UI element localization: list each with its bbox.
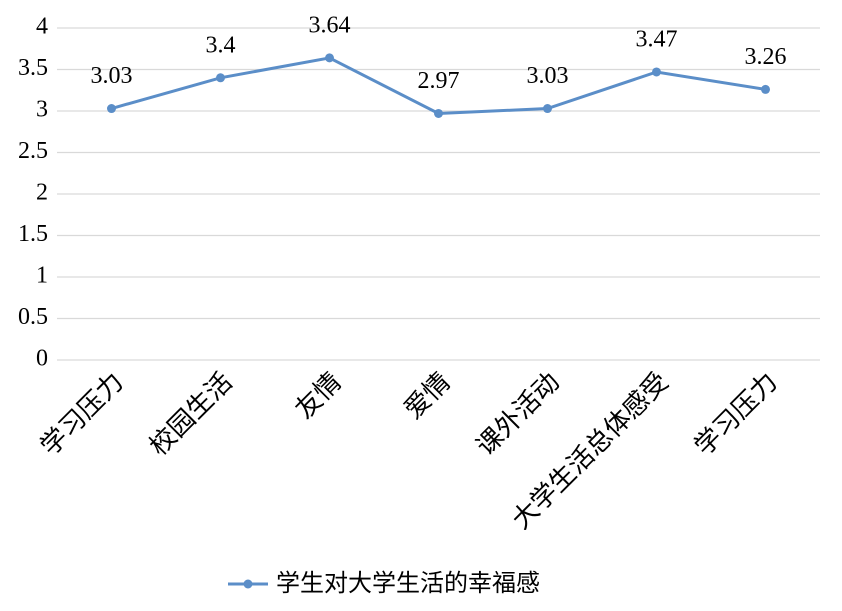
y-tick-label: 1 xyxy=(36,263,48,289)
point xyxy=(543,104,552,114)
x-tick-label: 学习压力 xyxy=(689,367,784,462)
y-tick-label: 2.5 xyxy=(18,138,48,164)
x-tick-label: 课外活动 xyxy=(471,367,566,462)
y-tick-label: 0.5 xyxy=(18,304,48,330)
data-label: 3.4 xyxy=(206,32,236,58)
x-tick-label: 友情 xyxy=(290,367,348,425)
x-tick-label: 学习压力 xyxy=(35,367,130,462)
x-tick-label: 校园生活 xyxy=(144,367,239,462)
y-tick-label: 4 xyxy=(36,14,48,40)
data-label: 3.03 xyxy=(527,63,569,89)
point xyxy=(434,108,443,118)
y-tick-label: 3 xyxy=(36,97,48,123)
data-label: 3.47 xyxy=(636,26,678,52)
y-tick-label: 2 xyxy=(36,180,48,206)
point xyxy=(216,73,225,83)
point xyxy=(761,84,770,94)
x-tick-label: 爱情 xyxy=(399,367,457,425)
point xyxy=(325,53,334,63)
data-label: 3.64 xyxy=(309,12,351,38)
data-label: 3.26 xyxy=(745,44,787,70)
y-tick-label: 0 xyxy=(36,346,48,372)
data-label: 3.03 xyxy=(91,63,133,89)
data-label: 2.97 xyxy=(418,68,460,94)
legend-label: 学生对大学生活的幸福感 xyxy=(276,569,540,597)
point xyxy=(652,67,661,77)
legend-marker xyxy=(243,579,253,589)
y-tick-label: 1.5 xyxy=(18,221,48,247)
point xyxy=(107,104,116,114)
y-tick-label: 3.5 xyxy=(18,55,48,81)
